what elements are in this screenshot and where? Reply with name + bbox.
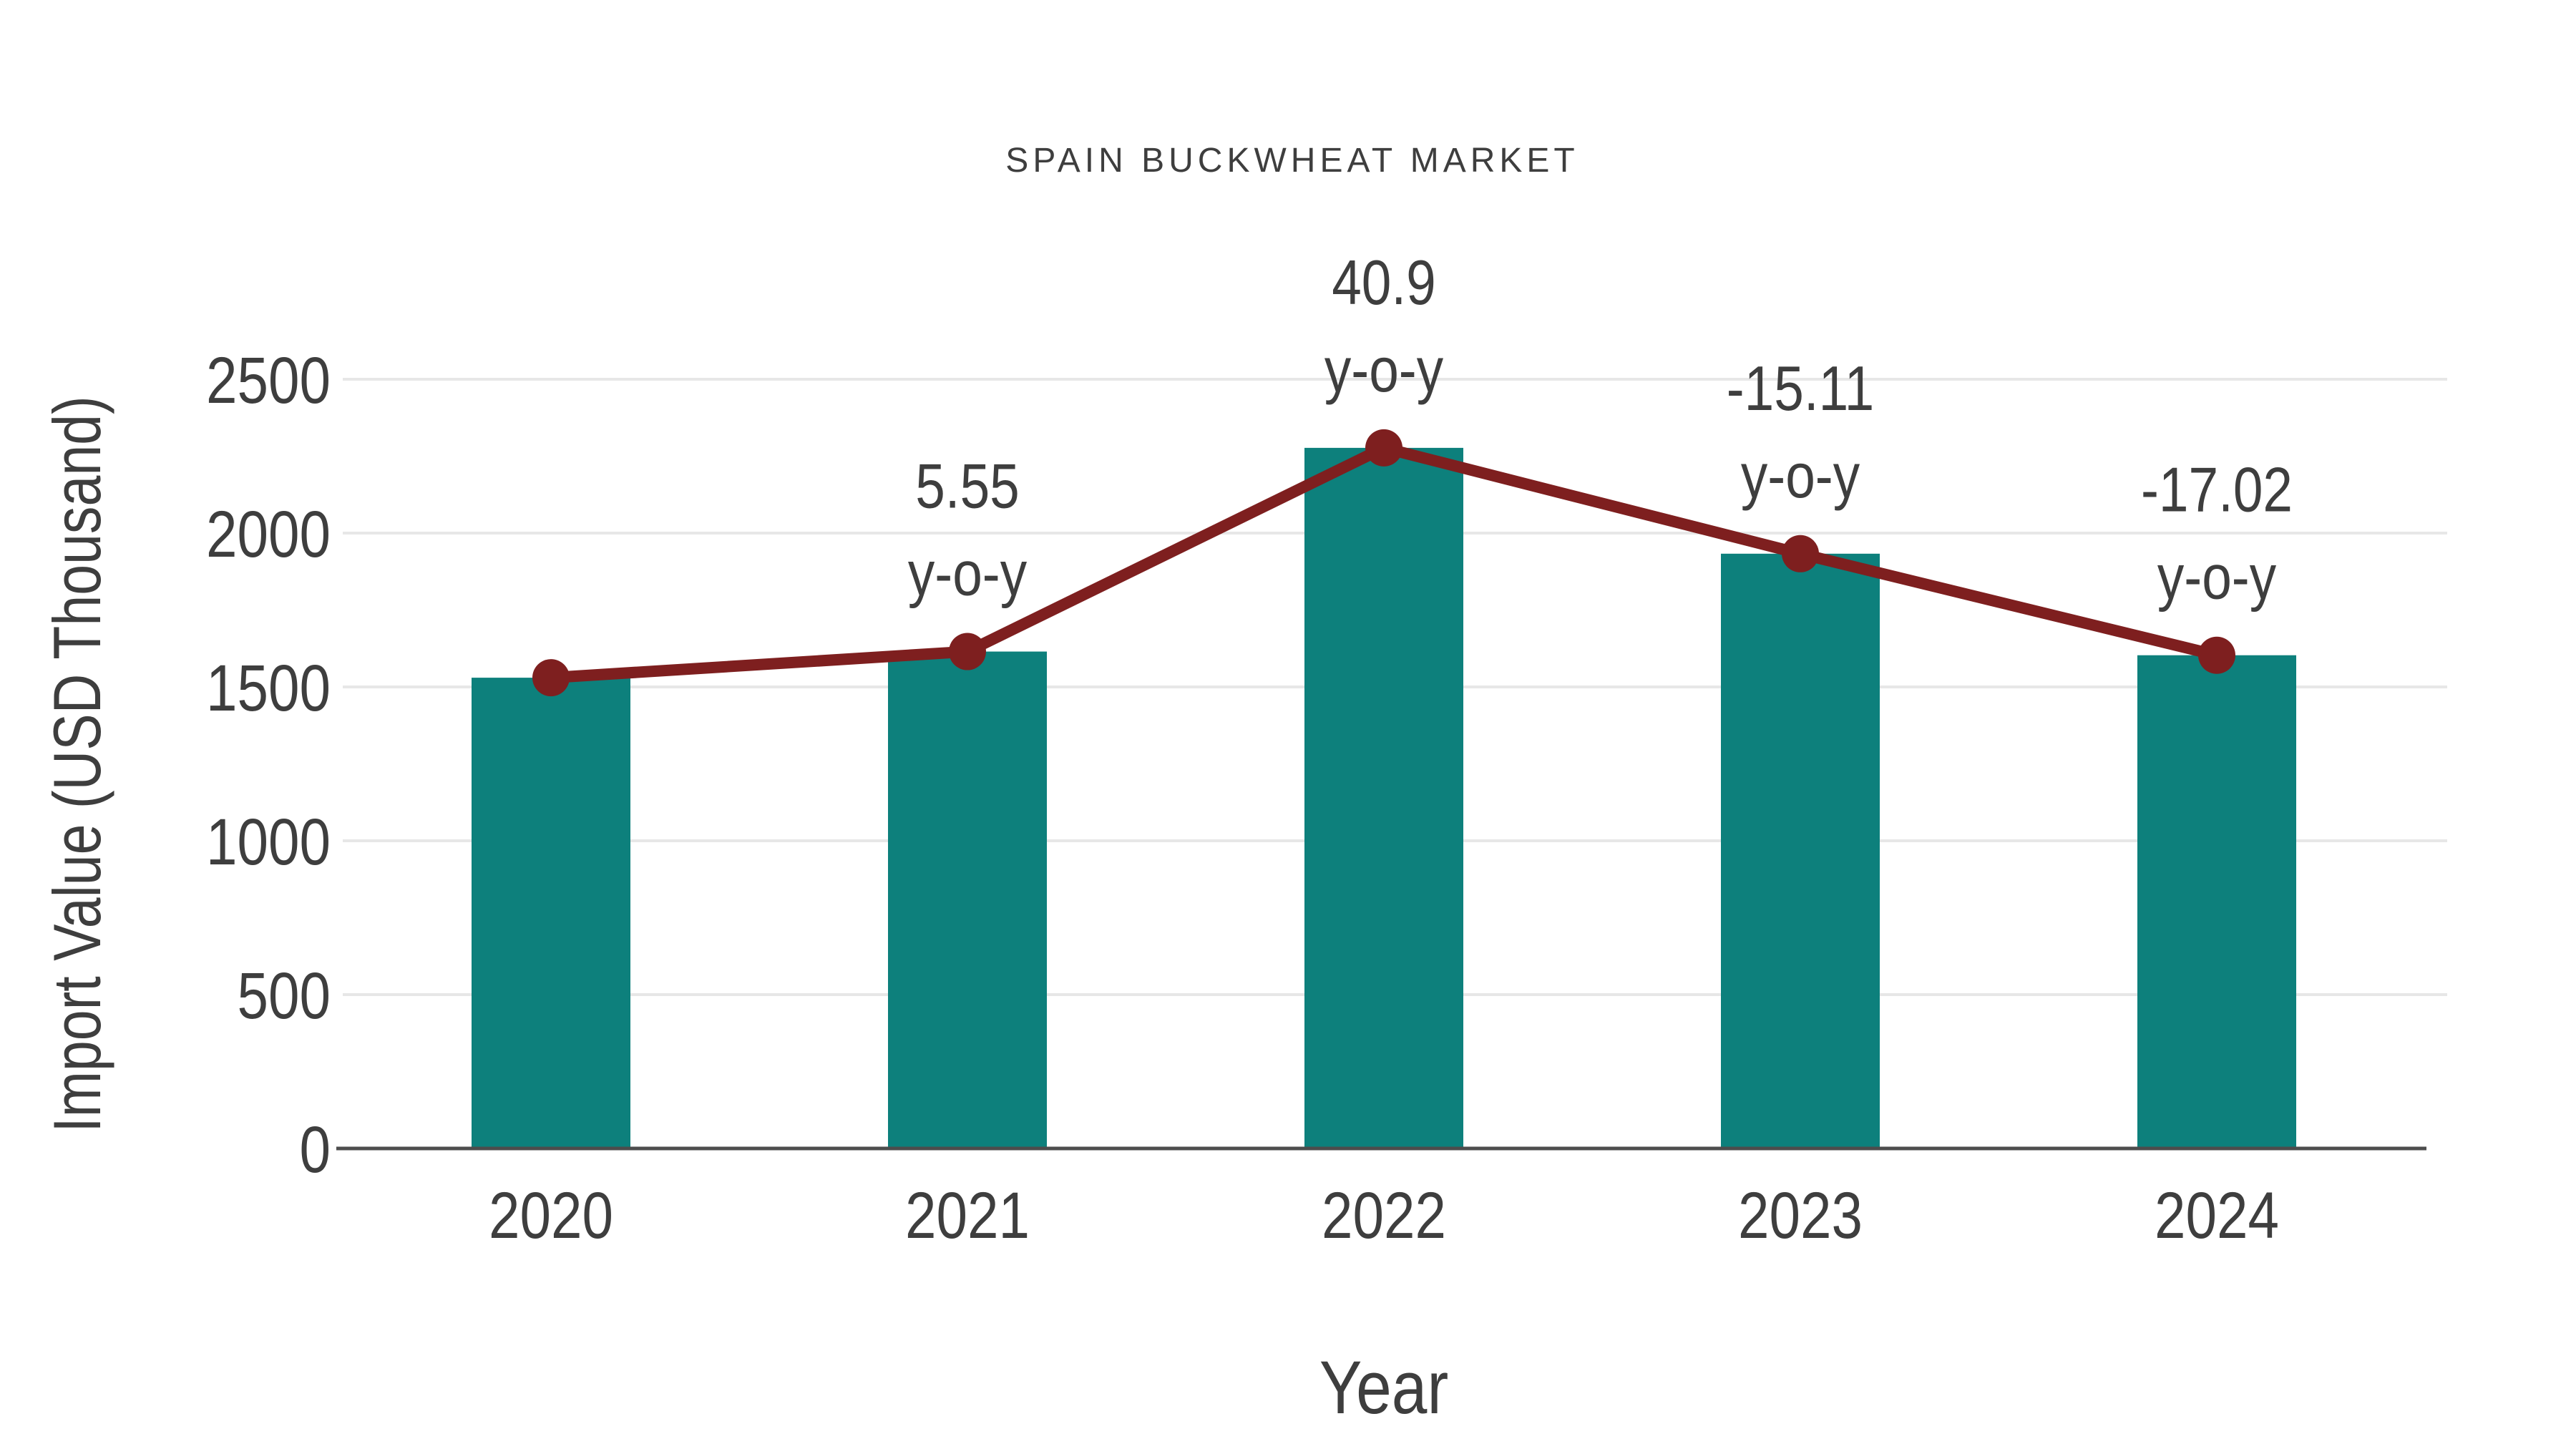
bar-2021 (888, 651, 1047, 1148)
data-point-2021 (949, 633, 986, 670)
bar-series (472, 447, 2296, 1148)
x-tick-label-2021: 2021 (905, 1179, 1030, 1252)
annotation-value-2022: 40.9 (1332, 248, 1436, 318)
x-tick-label-2020: 2020 (489, 1179, 613, 1252)
data-point-2023 (1782, 535, 1819, 572)
x-axis-title: Year (1319, 1345, 1448, 1429)
bar-2023 (1721, 553, 1880, 1148)
chart-title: SPAIN BUCKWHEAT MARKET (1005, 142, 1579, 180)
annotation-sub-2024: y-o-y (2157, 542, 2276, 613)
bar-2024 (2137, 655, 2296, 1148)
bar-2020 (472, 678, 630, 1148)
annotation-value-2023: -15.11 (1727, 353, 1875, 424)
y-tick-label-0: 0 (300, 1113, 331, 1186)
annotation-value-2021: 5.55 (915, 452, 1020, 522)
bar-2022 (1304, 447, 1463, 1148)
annotation-sub-2021: y-o-y (908, 539, 1027, 609)
x-tick-label-2024: 2024 (2155, 1179, 2279, 1252)
x-tick-label-2022: 2022 (1322, 1179, 1446, 1252)
annotation-sub-2022: y-o-y (1324, 335, 1443, 405)
trend-markers (532, 429, 2235, 697)
x-tick-label-2023: 2023 (1738, 1179, 1863, 1252)
annotations: 5.55 y-o-y 40.9 y-o-y -15.11 y-o-y -17.02 y-o-y (908, 248, 2293, 613)
y-tick-label-2000: 2000 (206, 498, 331, 571)
data-point-2020 (532, 659, 570, 697)
data-point-2022 (1365, 429, 1402, 467)
y-tick-label-500: 500 (238, 960, 331, 1033)
y-tick-label-1000: 1000 (206, 806, 331, 879)
y-tick-label-2500: 2500 (206, 344, 331, 417)
y-tick-label-1500: 1500 (206, 652, 331, 725)
annotation-value-2024: -17.02 (2141, 455, 2293, 525)
data-point-2024 (2198, 636, 2235, 674)
y-tick-labels: 0 500 1000 1500 2000 2500 (206, 344, 331, 1186)
y-axis-title: Import Value (USD Thousand) (40, 396, 115, 1132)
annotation-sub-2023: y-o-y (1741, 441, 1860, 511)
x-tick-labels: 2020 2021 2022 2023 2024 (489, 1179, 2279, 1252)
